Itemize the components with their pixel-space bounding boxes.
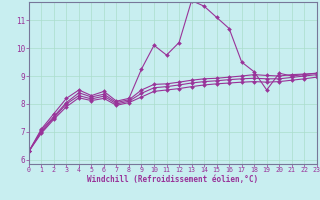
X-axis label: Windchill (Refroidissement éolien,°C): Windchill (Refroidissement éolien,°C) <box>87 175 258 184</box>
